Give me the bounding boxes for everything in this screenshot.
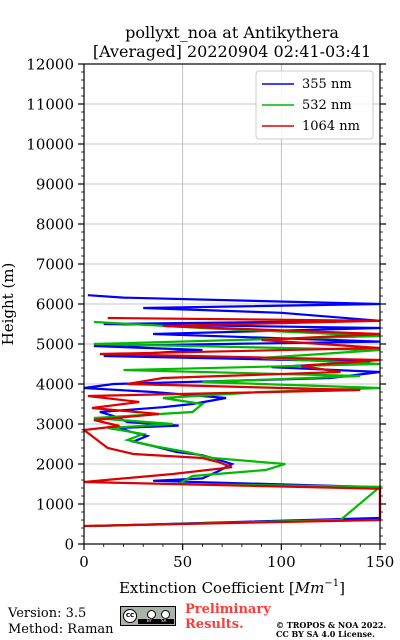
legend-label-355: 355 nm (302, 77, 352, 92)
y-tick-label: 7000 (36, 256, 74, 274)
chart-title: pollyxt_noa at Antikythera (125, 23, 339, 42)
cc-license-badge: cc BY SA (120, 606, 176, 626)
series-lines (81, 294, 383, 528)
y-tick-label: 6000 (36, 296, 74, 314)
x-axis-label: Extinction Coefficient [Mm−1] (119, 578, 345, 597)
chart-subtitle: [Averaged] 20220904 02:41-03:41 (93, 42, 371, 61)
cc-by-label: BY (147, 618, 152, 623)
y-tick-label: 8000 (36, 216, 74, 234)
copyright-line-1: © TROPOS & NOA 2022. (276, 620, 387, 630)
series-line-1064-nm (81, 316, 382, 528)
x-tick-label: 50 (173, 553, 192, 571)
preliminary-line-2: Results. (185, 617, 244, 632)
y-tick-label: 11000 (26, 96, 74, 114)
y-tick-label: 4000 (36, 376, 74, 394)
cc-by-icon (147, 610, 156, 619)
y-tick-label: 5000 (36, 336, 74, 354)
legend-label-1064: 1064 nm (302, 119, 360, 134)
y-tick-label: 12000 (26, 56, 74, 74)
copyright-line-2: CC BY SA 4.0 License. (276, 629, 375, 639)
x-tick-label: 100 (267, 553, 296, 571)
y-tick-label: 0 (64, 536, 74, 554)
x-axis-label-unit: Mm (294, 579, 325, 597)
cc-logo-icon: cc (123, 609, 137, 623)
axis-ticks: 0100020003000400050006000700080009000100… (26, 56, 394, 572)
legend-box (255, 70, 374, 140)
cc-sa-icon (161, 610, 170, 619)
y-tick-label: 2000 (36, 456, 74, 474)
method-label: Method: Raman (8, 622, 114, 637)
y-axis-label: Height (m) (0, 263, 17, 346)
y-tick-label: 1000 (36, 496, 74, 514)
cc-badge-strip: BY SA (138, 618, 174, 624)
y-tick-label: 10000 (26, 136, 74, 154)
version-label: Version: 3.5 (8, 606, 87, 621)
cc-sa-label: SA (161, 618, 167, 623)
x-tick-label: 0 (79, 553, 89, 571)
preliminary-line-1: Preliminary (185, 602, 271, 617)
x-axis-label-text: Extinction Coefficient [ (119, 579, 295, 597)
x-tick-label: 150 (366, 553, 395, 571)
y-tick-label: 3000 (36, 416, 74, 434)
x-axis-label-exponent: −1 (324, 578, 339, 589)
legend: 355 nm 532 nm 1064 nm (255, 70, 374, 140)
x-axis-label-end: ] (339, 579, 345, 597)
legend-label-532: 532 nm (302, 98, 352, 113)
y-tick-label: 9000 (36, 176, 74, 194)
plot-frame (83, 63, 381, 545)
